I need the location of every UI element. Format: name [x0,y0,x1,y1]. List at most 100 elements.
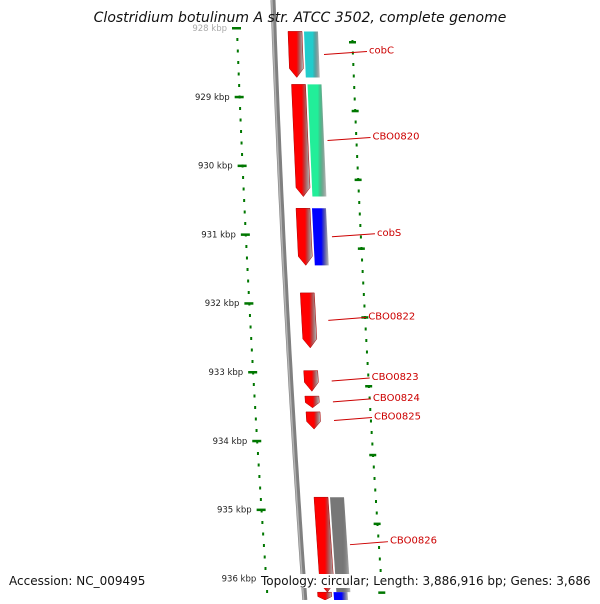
outer-ruler-dot [359,235,362,239]
ruler-tick-label: 930 kbp [198,162,233,172]
cds-arrow [303,370,319,392]
ruler-dot [238,84,241,87]
ruler-dot [258,475,261,478]
outer-ruler-dot [378,546,381,549]
ruler-dot [252,383,255,386]
ruler-dot [259,498,262,501]
gene-label: cobS [377,228,401,239]
ruler-dot [250,348,253,352]
ruler-dot [254,417,257,421]
outer-ruler-dot [371,442,374,446]
cds-arrow [317,591,333,601]
outer-ruler-dot [351,51,354,55]
outer-ruler-dot [365,350,368,354]
outer-ruler-dot [379,569,382,572]
gene-label: CBO0825 [374,412,421,423]
outer-ruler-dot [357,189,360,193]
ruler-tick [234,95,244,99]
cds-arrow [291,84,311,198]
outer-ruler-dot [362,281,365,285]
cog-feature-bar [307,84,327,197]
gene-label: CBO0823 [372,372,419,383]
outer-ruler-tick [373,522,381,526]
cog-feature-bar [312,208,329,266]
gene-label: cobC [369,45,394,56]
ruler-dot [257,463,260,467]
outer-ruler-dot [375,500,377,503]
outer-ruler-tick [354,178,362,182]
outer-ruler-dot [354,120,357,124]
ruler-dot [242,176,245,179]
ruler-tick-label: 935 kbp [217,506,252,516]
gene-label-leader [323,50,368,55]
ruler-tick [256,508,266,512]
cds-arrow [305,411,321,430]
outer-ruler-tick [357,247,365,250]
ruler-dot [263,555,266,559]
outer-ruler-dot [364,327,367,331]
outer-ruler-dot [356,155,359,158]
ruler-dot [236,38,239,41]
ruler-dot [249,325,252,329]
gene-label: CBO0820 [373,131,420,142]
ruler-dot [240,130,243,133]
outer-ruler-dot [361,270,364,273]
outer-ruler-dot [375,511,378,515]
ruler-tick-label: 931 kbp [201,230,236,240]
cds-arrow [287,31,304,78]
backbone-highlight [271,0,305,601]
outer-ruler-dot [378,557,381,561]
outer-ruler-dot [367,373,370,377]
cog-feature-bar [333,592,349,600]
gene-label: CBO0826 [390,536,437,547]
ruler-dot [245,256,248,260]
gene-labels: cobC CBO0820 cobS CBO0822 CBO0823 CBO0824 CBO0… [323,45,437,547]
gene-label: CBO0822 [368,311,415,322]
ruler-dot [256,452,259,455]
outer-ruler-dot [358,201,361,204]
ruler-dot [253,394,256,398]
cog-feature-bar [304,31,320,78]
outer-ruler-dot [362,293,365,296]
ruler-tick-label: 928 kbp [192,24,227,34]
gene-label-leader [327,136,371,141]
outer-ruler-dot [372,465,375,469]
ruler-dot [255,429,258,432]
outer-ruler-dot [373,477,376,480]
outer-ruler-dot [353,97,356,101]
ruler-dot [248,314,251,317]
gene-label-leader [331,377,370,382]
ruler-dot [239,118,242,122]
outer-ruler-dot [366,362,369,365]
ruler-dot [237,72,240,76]
gene-features [287,31,351,601]
ruler-tick-label: 933 kbp [209,368,244,378]
ruler-dot [264,567,267,570]
ruler-dot [247,291,250,294]
ruler-dot [244,222,247,225]
ruler-dot [261,521,264,524]
outer-ruler-dot [365,339,368,342]
ruler-tick-label: 929 kbp [195,93,230,103]
outer-ruler-tick [351,109,359,113]
ruler-tick-label: 932 kbp [205,299,240,309]
ruler-dot [251,360,254,363]
gene-label-leader [328,316,367,321]
ruler-dot [262,532,265,536]
outer-ruler-dot [358,212,361,216]
ruler-dot [236,49,239,53]
ruler-dot [266,590,269,593]
ruler-dot [247,279,250,283]
genome-backbone [270,0,308,601]
outer-ruler-dot [359,224,362,227]
ruler-tick [252,439,262,443]
outer-ruler-dot [377,534,380,538]
cog-feature-bar [330,497,351,593]
outer-ruler-dot [352,74,355,78]
ruler-dot [246,268,249,271]
outer-ruler-dot [369,419,372,423]
ruler-dot [243,210,246,214]
outer-ruler-dot [355,143,358,147]
ruler-tick [237,164,247,168]
ruler-dot [241,153,244,156]
